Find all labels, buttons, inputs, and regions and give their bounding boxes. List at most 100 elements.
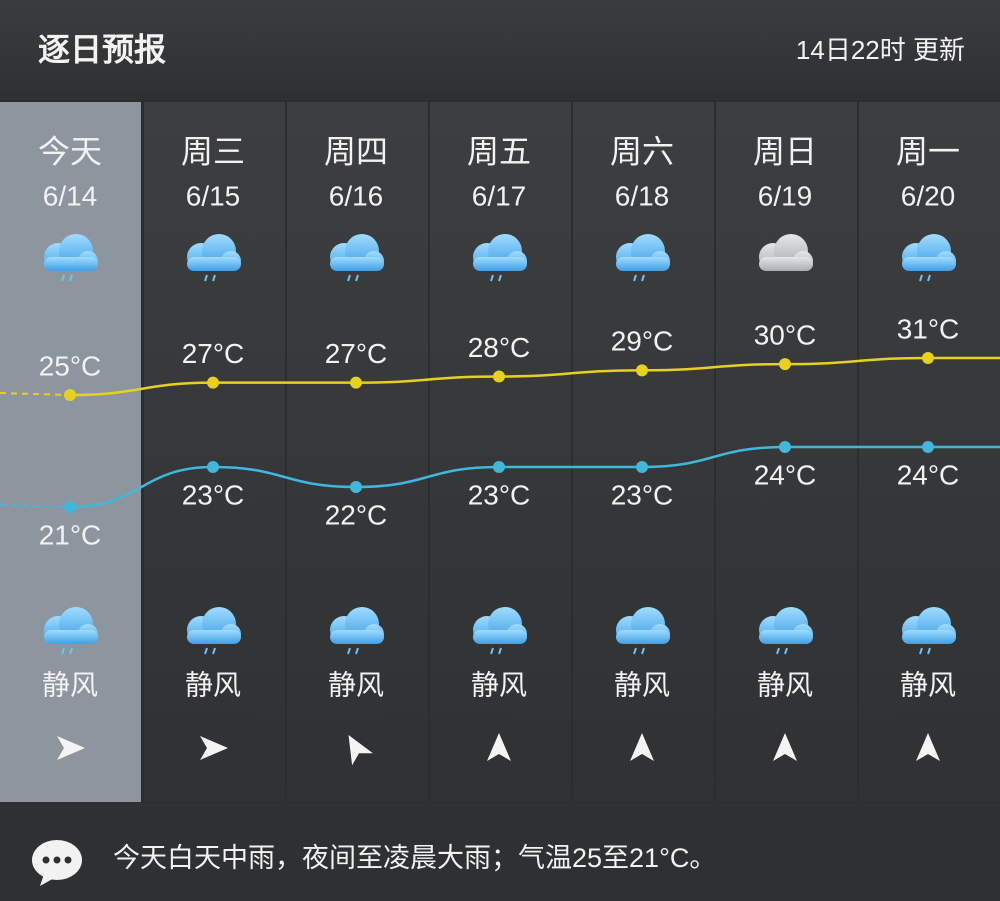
day-column <box>430 102 571 802</box>
high-temp-point <box>922 352 934 364</box>
low-temp-point <box>350 481 362 493</box>
rain-drop <box>498 274 502 282</box>
header-bar <box>0 0 1000 100</box>
rain-drop <box>347 647 351 655</box>
wind-arrow <box>487 733 511 761</box>
cloud-part <box>759 630 813 644</box>
high-temp-label: 25°C <box>39 350 102 381</box>
rain-drop <box>927 647 931 655</box>
rain-drop <box>490 647 494 655</box>
high-temp-label: 27°C <box>182 338 245 369</box>
rain-drop <box>784 647 788 655</box>
cloud-part <box>473 257 527 271</box>
day-name: 周日 <box>753 133 817 169</box>
rain-drop <box>69 274 73 282</box>
rain-drop <box>776 647 780 655</box>
low-temp-label: 24°C <box>754 459 817 490</box>
day-name: 周四 <box>324 133 388 169</box>
day-column <box>144 102 285 802</box>
cloud-part <box>616 630 670 644</box>
cloud-part <box>187 257 241 271</box>
rain-icon <box>330 234 384 282</box>
chat-icon <box>32 840 82 886</box>
high-temp-point <box>64 389 76 401</box>
rain-drop <box>633 274 637 282</box>
rain-drop <box>498 647 502 655</box>
wind-arrow <box>773 733 797 761</box>
summary-bar <box>0 803 1000 901</box>
cloud-part <box>616 257 670 271</box>
day-date: 6/14 <box>43 180 98 211</box>
day-date: 6/20 <box>901 180 956 211</box>
day-date: 6/15 <box>186 180 241 211</box>
low-temp-point <box>207 461 219 473</box>
rain-drop <box>69 647 73 655</box>
low-temp-label: 23°C <box>611 479 674 510</box>
rain-drop <box>919 647 923 655</box>
day-date: 6/19 <box>758 180 813 211</box>
extension-dashed <box>0 392 71 396</box>
low-temp-point <box>922 441 934 453</box>
high-temp-label: 31°C <box>897 313 960 344</box>
rain-icon <box>473 234 527 282</box>
high-temp-point <box>636 364 648 377</box>
rain-drop <box>212 274 216 282</box>
day-date: 6/18 <box>615 180 670 211</box>
rain-icon <box>44 234 98 282</box>
rain-icon <box>330 607 384 655</box>
day-name: 周六 <box>610 133 674 169</box>
rain-drop <box>204 274 208 282</box>
cloud-part <box>902 257 956 271</box>
rain-drop <box>927 274 931 282</box>
rain-icon <box>902 234 956 282</box>
rain-drop <box>355 274 359 282</box>
day-name: 周一 <box>896 133 960 169</box>
rain-drop <box>641 647 645 655</box>
day-date: 6/17 <box>472 180 527 211</box>
wind: 静风 <box>328 669 384 700</box>
wind: 静风 <box>614 669 670 700</box>
day-column <box>573 102 714 802</box>
extension-dashed <box>0 504 71 508</box>
wind: 静风 <box>42 669 98 700</box>
day-name: 周三 <box>181 133 245 169</box>
low-temp-label: 23°C <box>468 479 531 510</box>
rain-drop <box>490 274 494 282</box>
high-temp-label: 27°C <box>325 338 388 369</box>
day-column <box>287 102 428 802</box>
rain-icon <box>616 607 670 655</box>
rain-icon <box>473 607 527 655</box>
high-temp-point <box>493 370 505 383</box>
high-temp-point <box>779 358 791 371</box>
rain-drop <box>61 274 65 282</box>
rain-icon <box>759 607 813 655</box>
wind-arrow <box>200 736 228 760</box>
low-temp-point <box>64 501 76 513</box>
high-temp-label: 28°C <box>468 332 531 363</box>
rain-drop <box>61 647 65 655</box>
low-temp-point <box>779 441 791 453</box>
rain-icon <box>187 234 241 282</box>
wind: 静风 <box>471 669 527 700</box>
cloud-part <box>187 630 241 644</box>
rain-drop <box>633 647 637 655</box>
cloud-part <box>330 257 384 271</box>
rain-drop <box>212 647 216 655</box>
wind-arrow <box>57 736 85 760</box>
rain-drop <box>204 647 208 655</box>
low-temp-label: 21°C <box>39 519 102 550</box>
cloud-part <box>473 630 527 644</box>
high-temp-point <box>350 376 362 389</box>
cloud-part <box>902 630 956 644</box>
wind-arrow <box>630 733 654 761</box>
rain-drop <box>347 274 351 282</box>
high-temp-label: 29°C <box>611 326 674 357</box>
low-temp-label: 22°C <box>325 499 388 530</box>
cloud-part <box>330 630 384 644</box>
title: 逐日预报 <box>38 31 166 67</box>
day-column <box>0 102 141 802</box>
update-time: 14日22时 更新 <box>796 35 965 65</box>
cloud-part <box>44 630 98 644</box>
cloud-part <box>44 257 98 271</box>
